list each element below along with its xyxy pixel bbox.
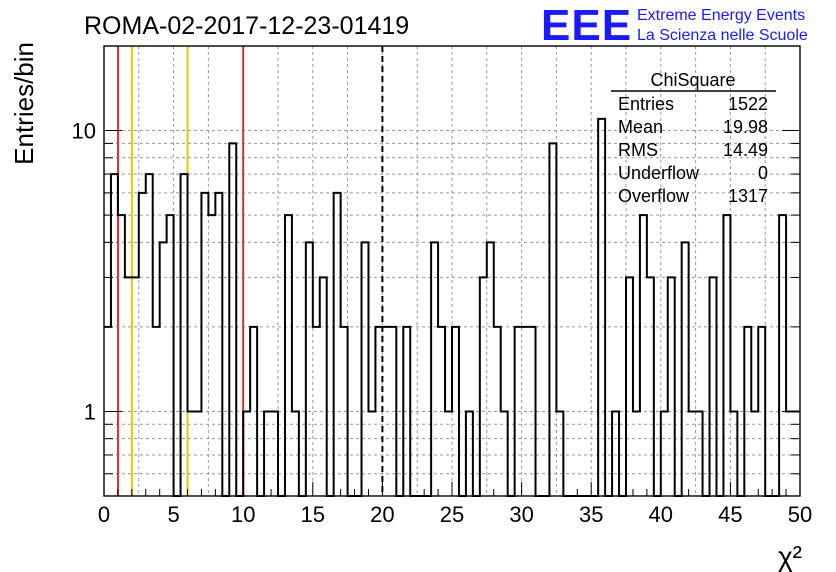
stats-label-underflow: Underflow bbox=[618, 163, 700, 183]
brand-line-1: Extreme Energy Events bbox=[637, 7, 805, 24]
x-axis-label: χ² bbox=[778, 541, 802, 572]
stats-value-entries: 1522 bbox=[728, 94, 768, 114]
y-tick-label: 10 bbox=[72, 119, 96, 144]
x-tick-label: 10 bbox=[231, 502, 255, 527]
stats-label-rms: RMS bbox=[618, 140, 658, 160]
x-tick-label: 0 bbox=[98, 502, 110, 527]
y-axis-label: Entries/bin bbox=[9, 42, 39, 165]
x-tick-label: 30 bbox=[509, 502, 533, 527]
x-tick-label: 40 bbox=[649, 502, 673, 527]
stats-value-underflow: 0 bbox=[758, 163, 768, 183]
stats-box: ChiSquare Entries 1522 Mean 19.98 RMS 14… bbox=[611, 70, 776, 206]
histogram-line bbox=[104, 117, 800, 497]
logo-text: EEE bbox=[541, 1, 632, 50]
chart-title: ROMA-02-2017-12-23-01419 bbox=[84, 12, 409, 40]
x-tick-label: 15 bbox=[301, 502, 325, 527]
y-tick-label: 1 bbox=[84, 399, 96, 424]
stats-label-entries: Entries bbox=[618, 94, 674, 114]
x-tick-label: 20 bbox=[370, 502, 394, 527]
x-tick-label: 45 bbox=[718, 502, 742, 527]
vertical-lines bbox=[116, 46, 384, 496]
eee-logo: EEE Extreme Energy Events La Scienza nel… bbox=[541, 1, 808, 50]
grid bbox=[104, 46, 800, 496]
stats-label-mean: Mean bbox=[618, 117, 663, 137]
x-tick-label: 50 bbox=[788, 502, 812, 527]
axes bbox=[103, 45, 801, 497]
brand-line-2: La Scienza nelle Scuole bbox=[637, 27, 808, 44]
stats-value-mean: 19.98 bbox=[723, 117, 768, 137]
stats-value-rms: 14.49 bbox=[723, 140, 768, 160]
x-tick-labels: 0 5 10 15 20 25 30 35 40 45 50 bbox=[98, 502, 812, 527]
x-tick-label: 5 bbox=[167, 502, 179, 527]
stats-label-overflow: Overflow bbox=[618, 186, 690, 206]
stats-value-overflow: 1317 bbox=[728, 186, 768, 206]
y-tick-labels: 1 10 bbox=[72, 119, 96, 425]
x-tick-label: 25 bbox=[440, 502, 464, 527]
stats-title: ChiSquare bbox=[650, 70, 735, 90]
x-tick-label: 35 bbox=[579, 502, 603, 527]
